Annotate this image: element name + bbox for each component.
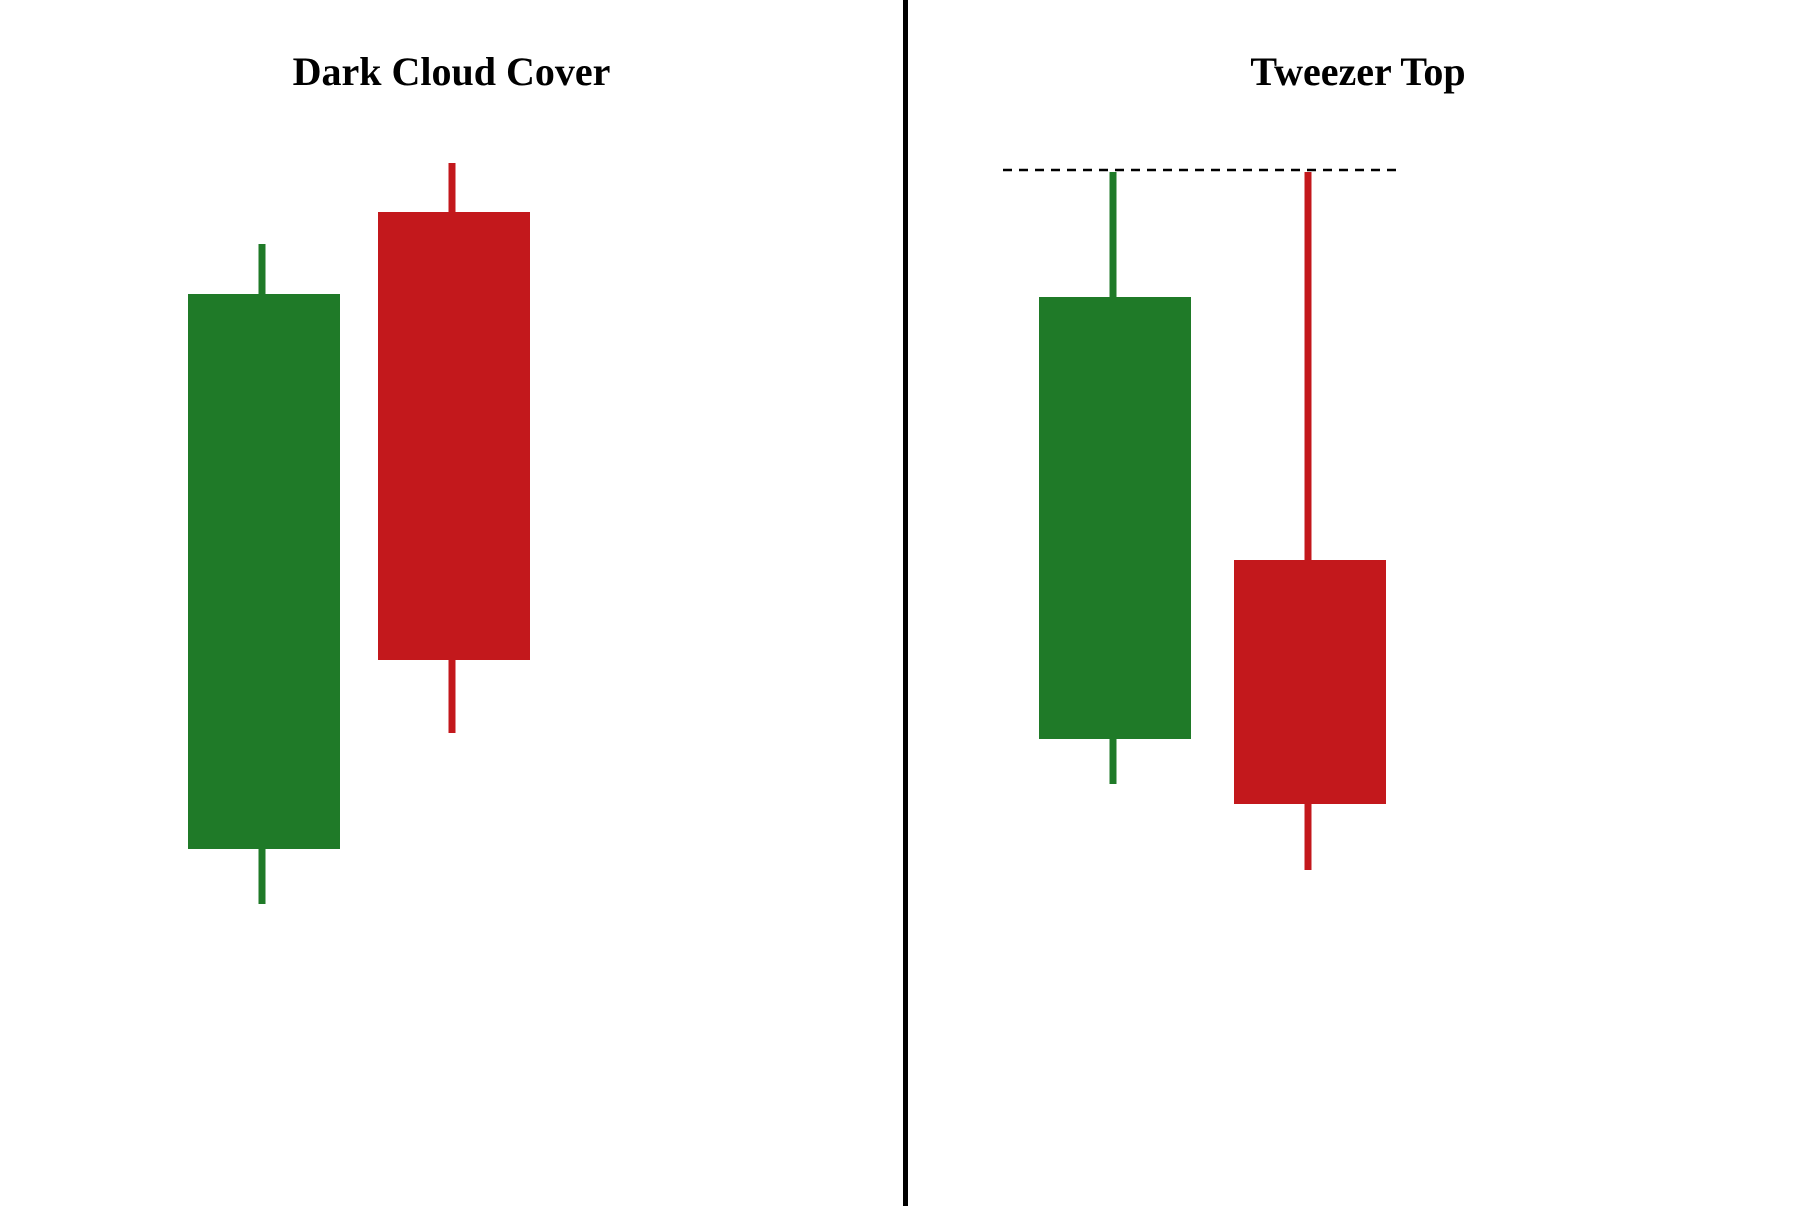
green-candle-body [188, 294, 340, 849]
panel-dark-cloud-cover: Dark Cloud Cover [0, 0, 903, 1206]
panel-tweezer-top: Tweezer Top [908, 0, 1808, 1206]
chart-container: Dark Cloud Cover Tweezer Top [0, 0, 1808, 1206]
red-candle-body [1234, 560, 1386, 804]
candlestick-chart-right [908, 0, 1808, 1206]
green-candle-body [1039, 297, 1191, 739]
red-candle-body [378, 212, 530, 660]
candlestick-chart-left [0, 0, 903, 1206]
